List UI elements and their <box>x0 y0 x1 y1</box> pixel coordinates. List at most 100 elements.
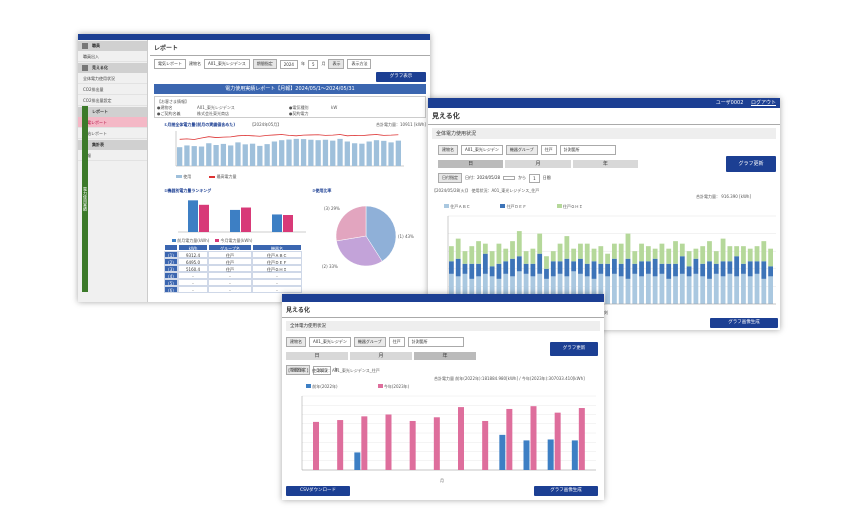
stacked-bar-segment <box>605 276 610 304</box>
date-specify-button[interactable]: 日付指定 <box>438 173 462 183</box>
sidebar-section-header[interactable]: 見える化 <box>78 63 147 73</box>
yearly-bar <box>361 416 368 470</box>
stacked-bar-segment <box>727 273 733 304</box>
date-value: 日付：2024/05/28 <box>465 175 501 180</box>
stacked-bar-segment <box>768 266 773 277</box>
stacked-bar-segment <box>591 278 597 304</box>
filter-select[interactable]: 5 <box>307 59 319 69</box>
ranking-chart <box>178 200 306 233</box>
ranking-bar <box>241 207 251 232</box>
filter-select[interactable]: 住戸 <box>540 145 557 155</box>
stacked-bar-segment <box>571 261 577 272</box>
stacked-bar-segment <box>489 266 495 277</box>
sidebar: 職員 職員出入 見える化 全体電力使用状況 CO2排出量 CO2排出量設定 レポート 発電レポ… <box>78 40 148 302</box>
sidebar-item[interactable]: 需給レポート <box>78 128 147 139</box>
filter-select[interactable]: A01_東光レジデン <box>461 145 503 155</box>
stacked-bar-segment <box>564 236 570 259</box>
usage-bar <box>249 143 256 166</box>
filter-select[interactable]: 2024 <box>279 59 298 69</box>
logout-link[interactable]: ログアウト <box>750 100 776 106</box>
stacked-bar-segment <box>530 276 536 304</box>
ranking-legend: 前月電力量(kWh) 今月電力量(kWh) <box>172 238 252 244</box>
table-header-row: kWh グループ名 機器名 <box>164 244 302 251</box>
period-tabs: 日 月 年 <box>438 160 638 168</box>
filter-select[interactable]: 表示方法 <box>347 59 372 69</box>
tab-month[interactable]: 月 <box>505 160 571 168</box>
yearly-bar <box>313 421 319 470</box>
stacked-bar-segment <box>503 273 509 304</box>
stacked-bar-segment <box>455 258 461 277</box>
usage-bar <box>344 141 350 166</box>
sidebar-item[interactable]: 発電レポート <box>78 117 147 128</box>
year-select[interactable]: 2023 <box>313 365 332 375</box>
stacked-bar-segment <box>537 233 543 254</box>
stacked-bar-segment <box>700 246 706 264</box>
chart-image-button[interactable]: グラフ画像生成 <box>534 486 598 496</box>
measure-point-field[interactable]: 計測箇所 <box>559 145 616 155</box>
stacked-bar-segment <box>605 263 610 277</box>
update-chart-button[interactable]: グラフ更新 <box>726 156 776 172</box>
filter-select[interactable]: A01_東光レジデンス <box>204 59 250 69</box>
table-cell: - <box>178 279 208 286</box>
csv-download-button[interactable]: CSVダウンロード <box>286 486 350 496</box>
stacked-bar-segment <box>571 248 577 262</box>
date-row: 日付指定 日付：2024/05/28 から 1 日間 <box>428 170 780 186</box>
stacked-bar-segment <box>734 246 740 257</box>
month-note: 【2024年05月】 <box>250 122 282 127</box>
tab-year[interactable]: 年 <box>572 160 638 168</box>
stacked-bar-segment <box>693 273 699 304</box>
filter-select[interactable]: 住戸 <box>388 337 405 347</box>
stacked-bar-segment <box>550 261 556 277</box>
sidebar-item[interactable]: 月報 <box>78 150 147 161</box>
customer-info: 【お客さま情報】 ●建物名 A01_東光レジデンス ●電気種別 kW ●ご契約名義 株式会… <box>154 96 426 118</box>
usage-bar <box>373 140 380 166</box>
filter-select[interactable]: A01_東光レジデン <box>309 337 351 347</box>
stacked-bar-segment <box>720 261 726 277</box>
stacked-bar-segment <box>537 253 543 274</box>
filter-select[interactable]: 電気レポート <box>154 59 186 69</box>
table-cell: - <box>178 272 208 279</box>
measure-point-field[interactable]: 計測箇所 <box>407 337 464 347</box>
section-band: 電力使用実績 <box>82 106 88 292</box>
usage-bar <box>315 140 321 166</box>
sidebar-item[interactable]: CO2排出量 <box>78 84 147 95</box>
days-select[interactable]: 1 <box>529 173 540 183</box>
tab-day[interactable]: 日 <box>286 352 348 360</box>
period-specify-button[interactable]: 期間指定 <box>286 365 310 375</box>
stacked-bar-segment <box>523 251 529 264</box>
usage-bar <box>206 143 212 166</box>
stacked-bar-segment <box>544 278 549 304</box>
stacked-bar-segment <box>761 278 767 304</box>
ranking-bar <box>230 209 240 232</box>
tab-day[interactable]: 日 <box>438 160 504 168</box>
filter-button[interactable]: 期間指定 <box>252 59 277 69</box>
stacked-bar-segment <box>482 273 488 304</box>
stacked-bar-segment <box>462 263 468 274</box>
date-input[interactable] <box>503 176 516 180</box>
stacked-bar-segment <box>591 248 597 262</box>
table-cell: (2) <box>164 258 178 265</box>
filter-button[interactable]: 表示 <box>328 59 345 69</box>
tab-month[interactable]: 月 <box>350 352 412 360</box>
stacked-bar-segment <box>537 273 543 304</box>
sidebar-section-header[interactable]: 集計表 <box>78 140 147 150</box>
sidebar-item[interactable]: 全体電力使用状況 <box>78 73 147 84</box>
year-label: 年 <box>334 367 339 372</box>
show-chart-button[interactable]: グラフ表示 <box>376 72 426 82</box>
sidebar-item[interactable]: CO2排出量設定 <box>78 95 147 106</box>
tab-year[interactable]: 年 <box>414 352 476 360</box>
stacked-bar-segment <box>564 276 570 304</box>
table-cell: - <box>208 279 252 286</box>
sidebar-section-header[interactable]: 職員 <box>78 41 147 51</box>
stacked-bar-segment <box>673 241 678 264</box>
stacked-bar-segment <box>469 278 475 304</box>
stacked-bar-segment <box>516 231 522 257</box>
monthly-report-window: 職員 職員出入 見える化 全体電力使用状況 CO2排出量 CO2排出量設定 レポート 発電レポ… <box>78 34 430 302</box>
stacked-bar-segment <box>632 251 638 264</box>
stacked-bar-segment <box>482 243 488 254</box>
chart-image-button[interactable]: グラフ画像生成 <box>710 318 778 328</box>
days-label: 日間 <box>542 175 551 180</box>
sidebar-item[interactable]: 職員出入 <box>78 51 147 62</box>
update-chart-button[interactable]: グラフ更新 <box>550 342 598 356</box>
sidebar-section-header[interactable]: レポート <box>78 107 147 117</box>
